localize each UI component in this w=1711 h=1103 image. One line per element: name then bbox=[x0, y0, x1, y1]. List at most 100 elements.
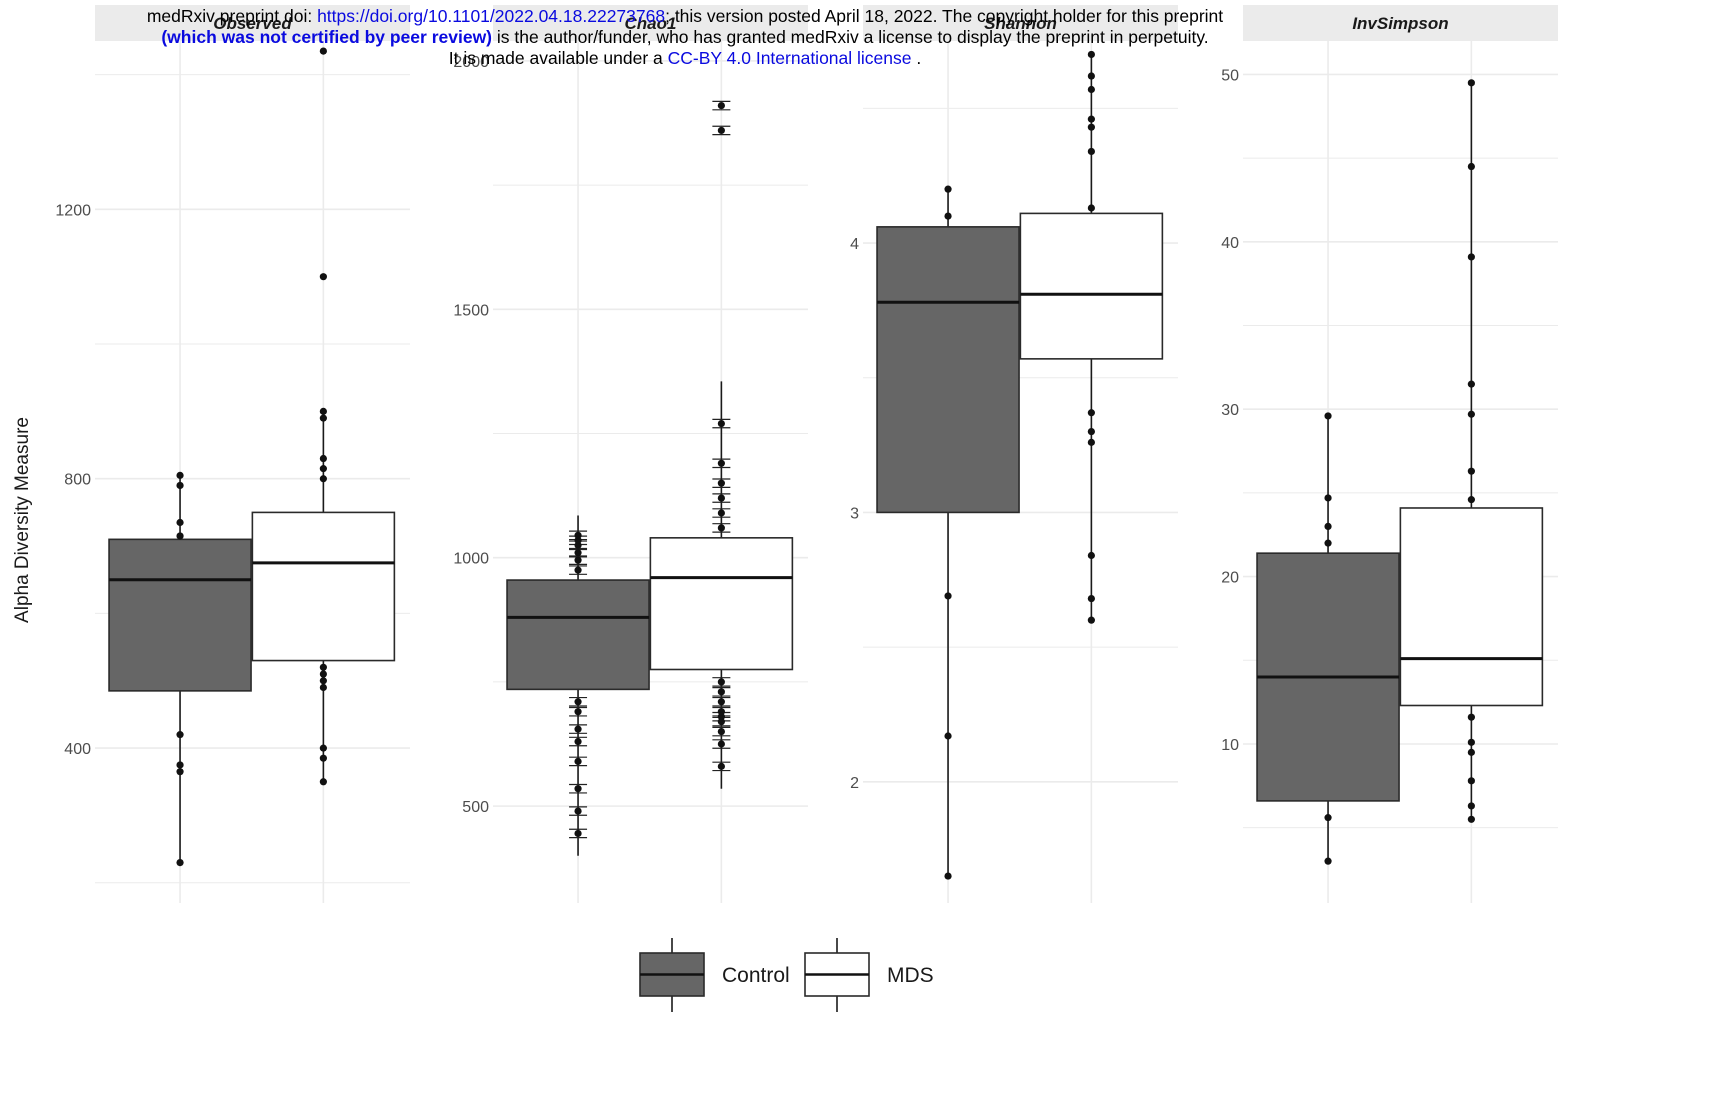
facet-title-chao1: Chao1 bbox=[625, 14, 677, 33]
banner-line-3: It is made available under a CC-BY 4.0 I… bbox=[0, 48, 1370, 69]
facet-panels: 400 800 1200 Observed 500 1000 1500 2000 Chao1 2 3… bbox=[55, 5, 1558, 903]
y-tick-label: 2 bbox=[850, 775, 859, 792]
y-tick-label: 10 bbox=[1221, 737, 1239, 754]
panel-background bbox=[95, 41, 410, 903]
iqr-box bbox=[1399, 507, 1544, 707]
banner-version-text: ; this version posted April 18, 2022. Th… bbox=[665, 6, 1224, 26]
data-point bbox=[319, 754, 327, 762]
box-observed-control bbox=[108, 471, 252, 867]
data-point bbox=[717, 718, 725, 726]
data-point bbox=[1467, 738, 1475, 746]
data-point bbox=[717, 688, 725, 696]
preprint-banner: medRxiv preprint doi: https://doi.org/10… bbox=[0, 6, 1370, 69]
y-tick-label: 1200 bbox=[55, 202, 91, 219]
data-point bbox=[1087, 438, 1095, 446]
banner-period: . bbox=[911, 48, 922, 68]
box-invsimpson-control bbox=[1256, 412, 1400, 865]
data-point bbox=[1467, 777, 1475, 785]
y-tick-label: 40 bbox=[1221, 235, 1239, 252]
peer-review-notice: (which was not certified by peer review) bbox=[161, 27, 493, 47]
data-point bbox=[717, 762, 725, 770]
data-point bbox=[574, 556, 582, 564]
y-tick-label: 400 bbox=[64, 741, 91, 758]
box-invsimpson-mds bbox=[1399, 79, 1544, 823]
panel-background bbox=[493, 41, 808, 903]
data-point bbox=[319, 407, 327, 415]
y-tick-label: 4 bbox=[850, 236, 859, 253]
facet-title-invsimpson: InvSimpson bbox=[1352, 14, 1448, 33]
y-tick-label: 1000 bbox=[453, 551, 489, 568]
banner-doi-prefix: medRxiv preprint doi: bbox=[146, 6, 318, 26]
data-point bbox=[319, 475, 327, 483]
data-point bbox=[1324, 539, 1332, 547]
data-point bbox=[1087, 147, 1095, 156]
y-tick-label: 500 bbox=[462, 799, 489, 816]
data-point bbox=[717, 101, 725, 110]
data-point bbox=[574, 541, 582, 549]
doi-link[interactable]: https://doi.org/10.1101/2022.04.18.22273… bbox=[317, 6, 666, 26]
data-point bbox=[944, 185, 952, 193]
iqr-box bbox=[649, 537, 794, 671]
data-point bbox=[1467, 748, 1475, 756]
data-point bbox=[176, 532, 184, 540]
facet-strip bbox=[493, 5, 808, 41]
data-point bbox=[1467, 79, 1475, 87]
iqr-box bbox=[506, 579, 650, 691]
data-point bbox=[1467, 467, 1475, 475]
panel-shannon: 2 3 4 Shannon bbox=[850, 5, 1178, 903]
facet-title-observed: Observed bbox=[213, 14, 292, 33]
iqr-box bbox=[251, 511, 396, 662]
data-point bbox=[574, 757, 582, 766]
iqr-box bbox=[876, 226, 1020, 514]
data-point bbox=[319, 670, 327, 678]
data-point bbox=[1467, 253, 1475, 261]
data-point bbox=[1087, 115, 1095, 123]
legend-label: Control bbox=[722, 964, 790, 987]
box-chao1-mds bbox=[649, 100, 794, 789]
data-point bbox=[717, 459, 725, 467]
data-point bbox=[717, 509, 725, 517]
y-tick-label: 30 bbox=[1221, 402, 1239, 419]
data-point bbox=[1087, 551, 1095, 560]
data-point bbox=[1324, 814, 1332, 822]
y-tick-label: 50 bbox=[1221, 67, 1239, 84]
data-point bbox=[319, 273, 327, 281]
data-point bbox=[1467, 380, 1475, 388]
data-point bbox=[176, 761, 184, 769]
box-chao1-control bbox=[506, 515, 650, 856]
legend: Control MDS bbox=[639, 938, 934, 1012]
data-point bbox=[1087, 85, 1095, 94]
data-point bbox=[944, 212, 952, 220]
data-point bbox=[574, 829, 582, 838]
data-point bbox=[574, 807, 582, 815]
legend-item-control: Control bbox=[639, 938, 790, 1012]
y-tick-label: 1500 bbox=[453, 302, 489, 319]
banner-available-text: It is made available under a bbox=[448, 48, 668, 68]
data-point bbox=[319, 677, 327, 685]
y-tick-label: 2000 bbox=[453, 54, 489, 71]
data-point bbox=[574, 698, 582, 706]
data-point bbox=[717, 479, 725, 487]
data-point bbox=[1324, 522, 1332, 530]
data-point bbox=[319, 663, 327, 671]
data-point bbox=[717, 678, 725, 686]
data-point bbox=[1087, 72, 1095, 80]
data-point bbox=[574, 708, 582, 716]
license-link[interactable]: CC-BY 4.0 International license bbox=[667, 48, 912, 68]
data-point bbox=[176, 731, 184, 739]
data-point bbox=[1087, 204, 1095, 212]
facet-strip bbox=[863, 5, 1178, 41]
panel-chao1: 500 1000 1500 2000 Chao1 bbox=[453, 5, 808, 903]
data-point bbox=[319, 778, 327, 786]
data-point bbox=[574, 785, 582, 793]
data-point bbox=[717, 727, 725, 736]
data-point bbox=[717, 708, 725, 716]
box-shannon-mds bbox=[1019, 50, 1164, 624]
y-tick-label: 3 bbox=[850, 505, 859, 522]
data-point bbox=[717, 713, 725, 721]
data-point bbox=[319, 414, 327, 422]
data-point bbox=[944, 872, 952, 880]
data-point bbox=[1467, 496, 1475, 504]
box-shannon-control bbox=[876, 185, 1020, 880]
data-point bbox=[1087, 409, 1095, 417]
